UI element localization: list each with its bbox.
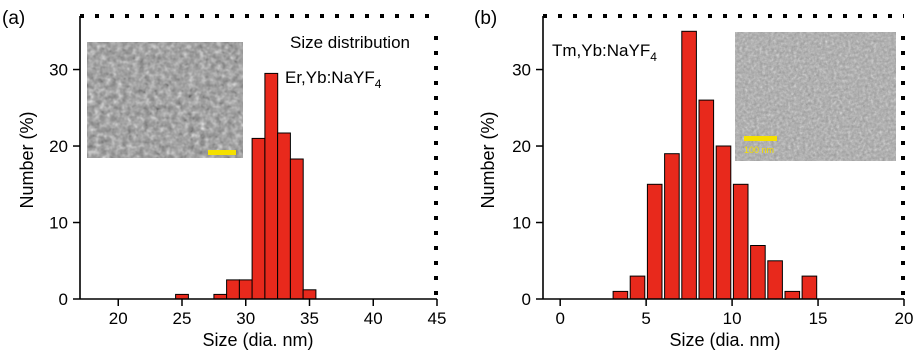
bar-12.5 — [767, 260, 783, 300]
y-tick-label: 0 — [59, 290, 68, 309]
y-tick-label: 0 — [522, 290, 531, 309]
x-tick-label: 10 — [723, 309, 742, 328]
inset-texture — [87, 42, 243, 158]
bar-31 — [251, 137, 266, 300]
bar-14.5 — [801, 275, 818, 300]
x-tick-label: 5 — [641, 309, 650, 328]
annotation-material: Tm,Yb:NaYF4 — [552, 41, 657, 64]
x-tick-label: 30 — [236, 309, 255, 328]
y-tick-label: 30 — [512, 61, 531, 80]
bar-6.5 — [664, 153, 680, 300]
y-axis-title: Number (%) — [17, 111, 37, 208]
bar-8.5 — [698, 99, 715, 300]
bar-13.5 — [784, 290, 801, 300]
panel-label: (b) — [474, 8, 497, 29]
tem-inset: 100 nm — [735, 32, 896, 161]
x-tick-label: 35 — [300, 309, 319, 328]
x-tick-label: 0 — [555, 309, 564, 328]
x-ticks: 0 5 10 15 20 — [555, 299, 913, 328]
bar-10.5 — [732, 183, 749, 300]
bar-29 — [226, 279, 240, 300]
bar-7.5 — [681, 30, 697, 300]
bar-3.5 — [612, 290, 629, 300]
x-tick-label: 40 — [364, 309, 383, 328]
bar-30 — [238, 279, 253, 300]
y-tick-label: 10 — [512, 214, 531, 233]
bar-11.5 — [750, 245, 766, 300]
bar-33 — [277, 132, 291, 300]
panel-label: (a) — [2, 8, 25, 29]
bars — [612, 30, 818, 300]
y-tick-label: 20 — [49, 137, 68, 156]
annotation-size-distribution: Size distribution — [290, 33, 410, 52]
y-ticks: 0 10 20 30 — [512, 61, 543, 309]
material-main: Er,Yb:NaYF — [285, 68, 375, 87]
y-tick-label: 30 — [49, 61, 68, 80]
x-axis-title: Size (dia. nm) — [202, 330, 313, 350]
tem-inset — [87, 42, 243, 158]
scale-bar — [744, 136, 777, 141]
scale-bar — [208, 150, 236, 155]
x-tick-label: 25 — [173, 309, 192, 328]
x-ticks: 20 25 30 35 40 45 — [109, 299, 447, 328]
bar-32 — [264, 72, 279, 300]
y-tick-label: 10 — [49, 214, 68, 233]
material-subscript: 4 — [375, 77, 382, 91]
scale-bar-label: 100 nm — [744, 145, 774, 155]
annotation-material: Er,Yb:NaYF4 — [285, 68, 382, 91]
y-axis-title: Number (%) — [478, 111, 498, 208]
material-main: Tm,Yb:NaYF — [552, 41, 650, 60]
y-ticks: 0 10 20 30 — [49, 61, 80, 309]
x-tick-label: 20 — [109, 309, 128, 328]
material-subscript: 4 — [650, 50, 657, 64]
bar-4.5 — [629, 275, 646, 300]
inset-texture — [735, 32, 896, 161]
bar-35 — [302, 289, 317, 300]
x-tick-label: 45 — [428, 309, 447, 328]
x-axis-title: Size (dia. nm) — [669, 330, 780, 350]
x-tick-label: 15 — [809, 309, 828, 328]
bar-34 — [289, 158, 304, 300]
panel-b: (b) 0 5 10 15 20 0 10 20 30 Size (dia. nm) Numb… — [474, 8, 913, 350]
x-tick-label: 20 — [895, 309, 914, 328]
y-tick-label: 20 — [512, 137, 531, 156]
bar-9.5 — [715, 145, 732, 300]
bar-5.5 — [646, 183, 663, 300]
